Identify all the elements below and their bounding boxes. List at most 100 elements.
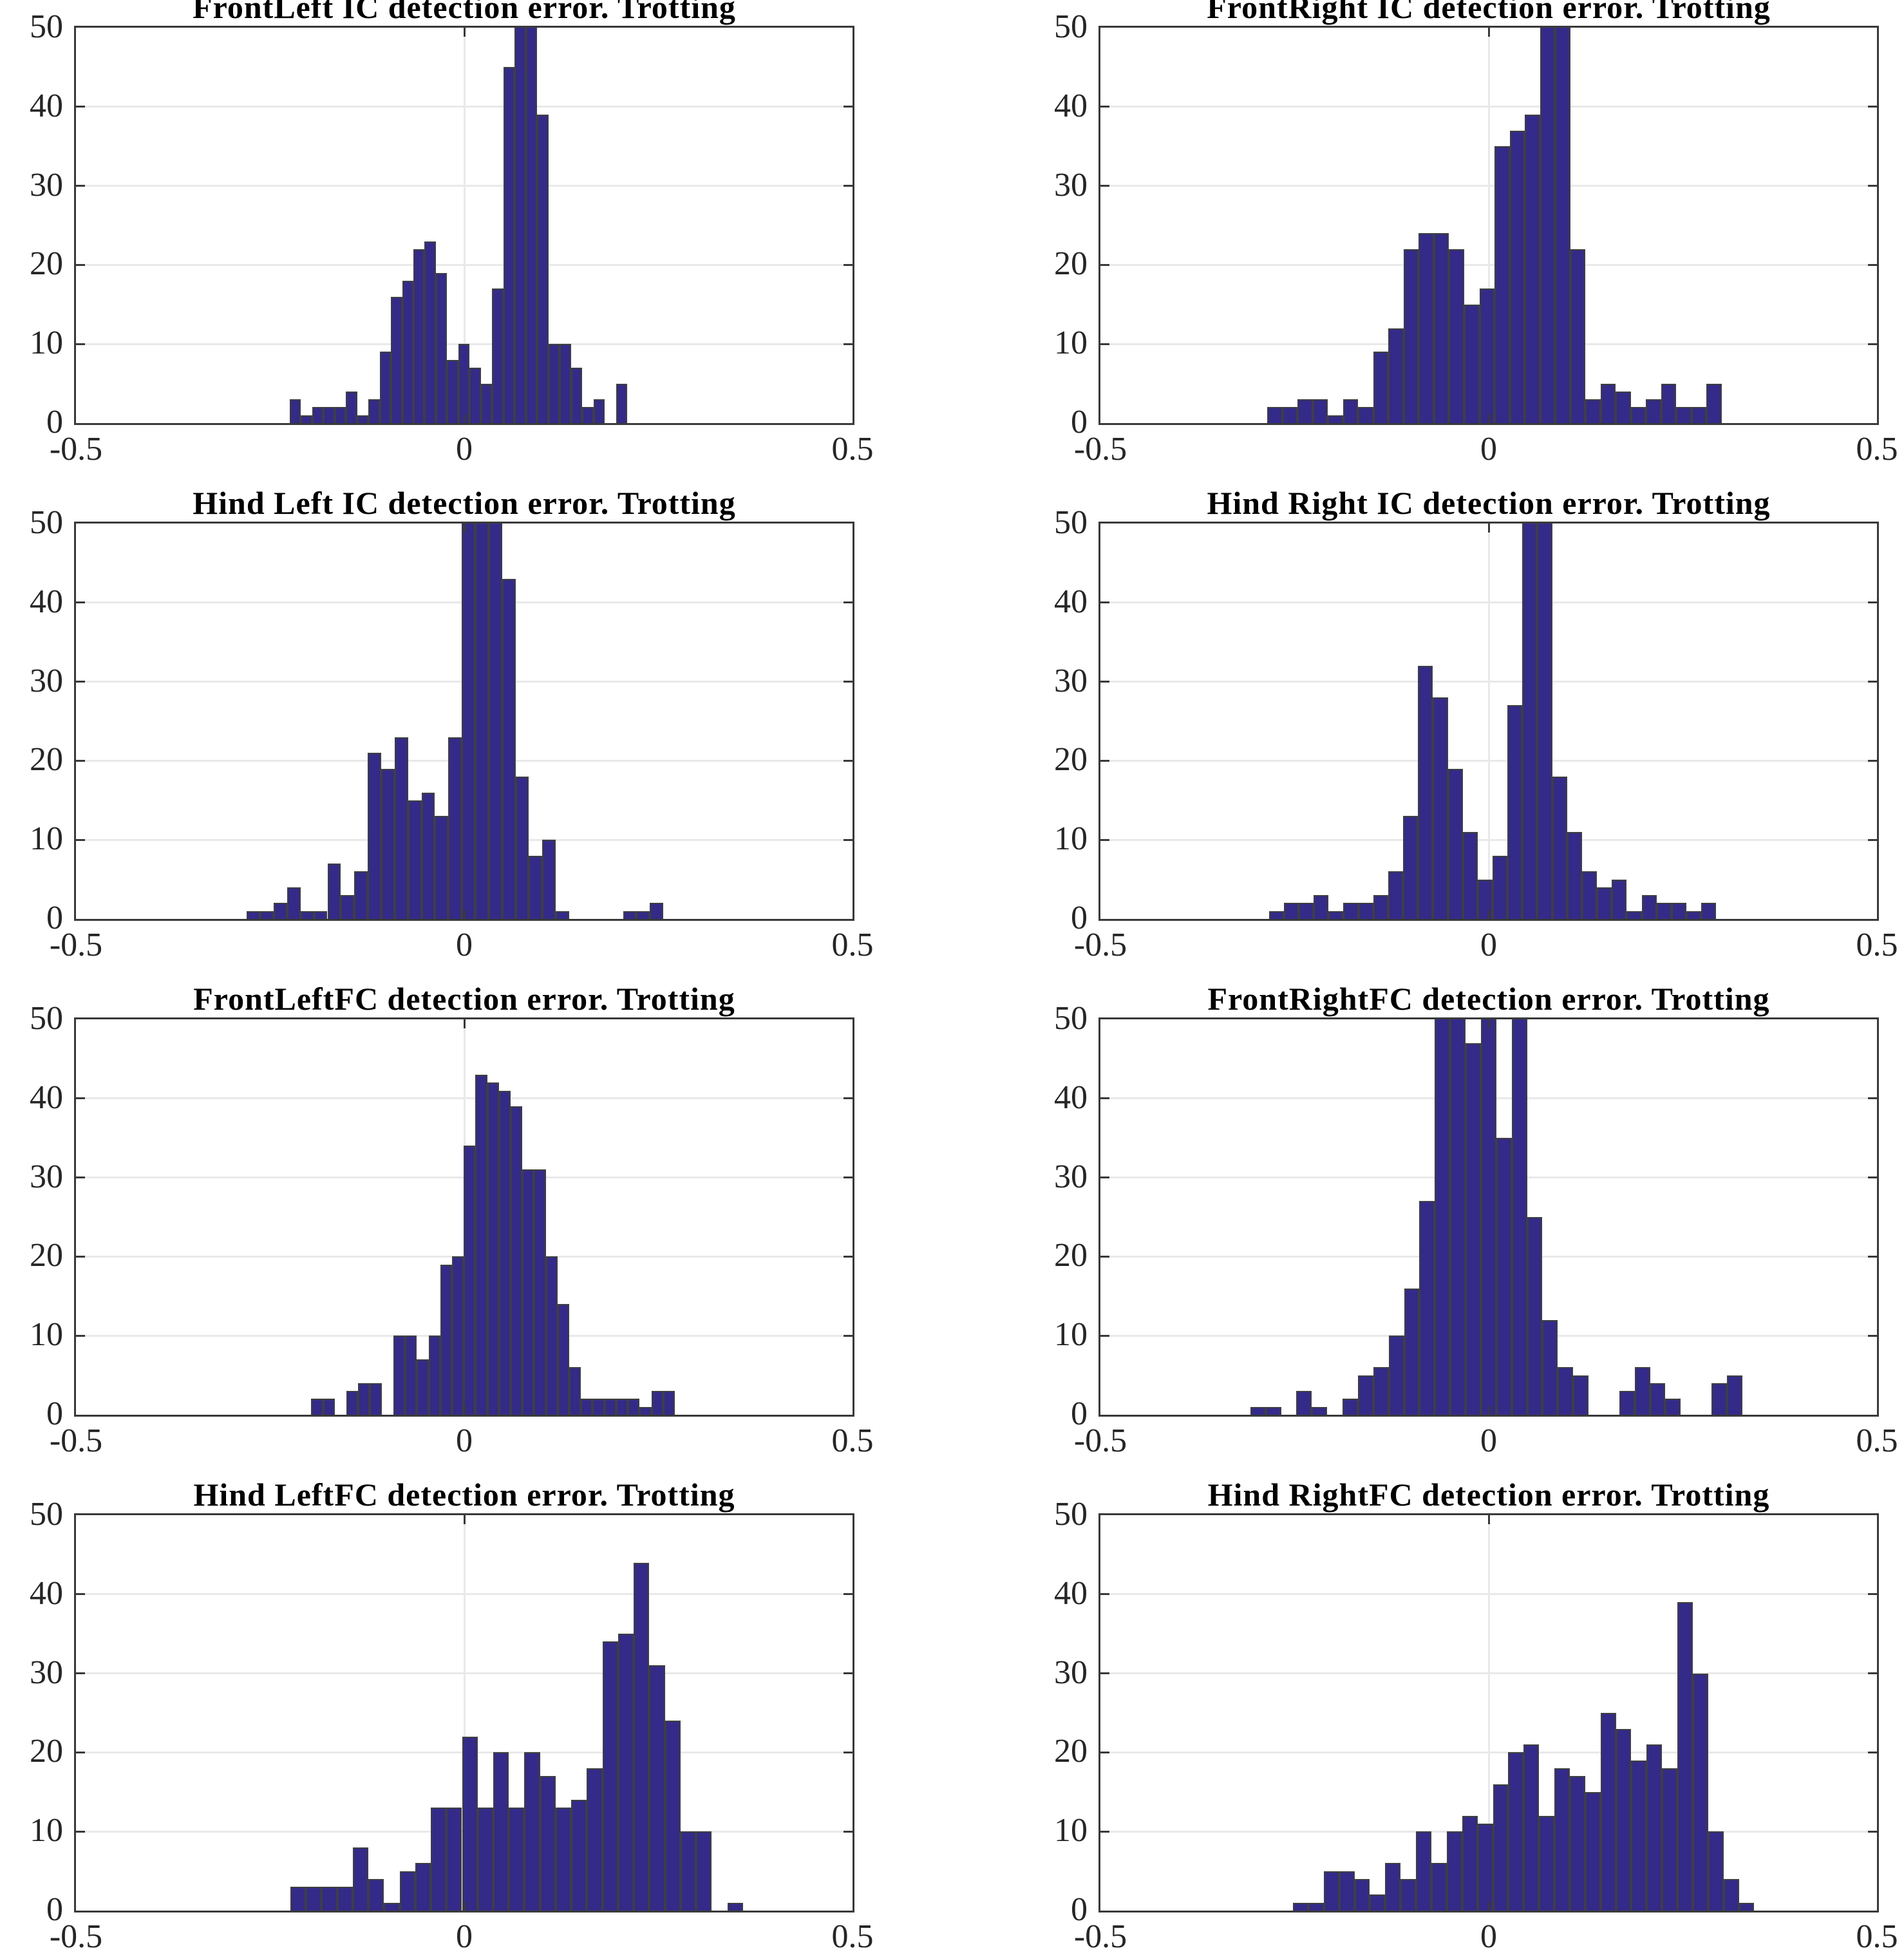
y-tick-label: 20 xyxy=(1054,1237,1088,1274)
histogram-bar xyxy=(636,911,650,919)
histogram-bar xyxy=(1569,1776,1585,1911)
y-tickmark-left xyxy=(76,759,85,762)
histogram-bar xyxy=(408,800,422,919)
histogram-bar xyxy=(1328,415,1343,423)
y-tick-label: 10 xyxy=(30,325,63,362)
y-tickmark-right xyxy=(844,185,853,187)
y-tickmark-right xyxy=(1868,681,1877,683)
x-tickmark-bottom xyxy=(1487,414,1490,423)
y-tick-label: 30 xyxy=(1054,662,1088,699)
histogram-bar xyxy=(1312,399,1328,423)
y-tick-label: 20 xyxy=(1054,245,1088,283)
histogram-bar xyxy=(323,407,335,423)
gridline-x-0 xyxy=(1487,1515,1490,1911)
histogram-bar xyxy=(525,28,538,423)
y-tickmark-left xyxy=(76,601,85,604)
histogram-bar xyxy=(346,1391,359,1415)
y-tick-label: 20 xyxy=(1054,741,1088,779)
y-tickmark-left xyxy=(1100,601,1109,604)
histogram-bar xyxy=(1537,524,1552,919)
histogram-bar xyxy=(413,249,425,423)
histogram-bar xyxy=(639,1406,652,1415)
histogram-bar xyxy=(462,524,475,919)
histogram-bar xyxy=(480,383,493,423)
y-tick-label: 20 xyxy=(30,245,63,283)
y-tick-label: 30 xyxy=(1054,1158,1088,1195)
histogram-bar xyxy=(1665,1399,1681,1415)
y-tick-label: 0 xyxy=(46,1891,63,1928)
histogram-bar xyxy=(1250,1406,1266,1415)
histogram-bar xyxy=(1727,1375,1742,1415)
histogram-bar xyxy=(555,1808,572,1911)
histogram-bar xyxy=(384,1902,400,1911)
y-tick-label: 40 xyxy=(1054,1079,1088,1116)
y-tick-label: 30 xyxy=(1054,1654,1088,1691)
plot-title: FrontRight IC detection error. Trotting xyxy=(1207,0,1771,25)
histogram-bar xyxy=(1555,28,1570,423)
histogram-bar xyxy=(502,578,516,919)
y-tick-label: 40 xyxy=(1054,87,1088,124)
plot-title: Hind LeftFC detection error. Trotting xyxy=(193,1477,735,1513)
histogram-bar xyxy=(651,1391,663,1415)
histogram-bar xyxy=(1373,895,1388,919)
y-tickmark-right xyxy=(844,1751,853,1753)
y-tick-label: 30 xyxy=(1054,166,1088,203)
histogram-bar xyxy=(1540,28,1556,423)
y-tickmark-left xyxy=(1100,263,1109,266)
x-tickmark-bottom xyxy=(1487,1902,1490,1911)
y-tickmark-left xyxy=(76,1176,85,1179)
histogram-bar xyxy=(1447,768,1463,919)
histogram-bar xyxy=(1539,1815,1555,1911)
histogram-bar xyxy=(431,1808,447,1911)
histogram-bar xyxy=(1297,399,1313,423)
y-tickmark-right xyxy=(844,106,853,108)
histogram-bar xyxy=(1373,352,1389,423)
y-tick-label: 10 xyxy=(30,1316,63,1354)
histogram-bar xyxy=(464,1146,476,1415)
histogram-bar xyxy=(602,1641,618,1911)
plot-title: Hind Left IC detection error. Trotting xyxy=(193,485,736,521)
histogram-bar xyxy=(1373,1367,1389,1415)
histogram-bar xyxy=(1339,1871,1355,1911)
histogram-bar xyxy=(260,911,274,919)
y-tickmark-right xyxy=(844,1593,853,1596)
y-tickmark-left xyxy=(1100,1830,1109,1833)
y-tickmark-right xyxy=(844,1830,853,1833)
histogram-bar xyxy=(306,1887,322,1911)
histogram-bar xyxy=(1312,1406,1328,1415)
histogram-bar xyxy=(1616,391,1631,423)
histogram-bar xyxy=(1296,1391,1312,1415)
histogram-bar xyxy=(287,887,301,919)
histogram-bar xyxy=(581,1399,593,1415)
histogram-bar xyxy=(498,1090,511,1415)
histogram-bar xyxy=(1494,146,1510,423)
histogram-bar xyxy=(1370,1894,1386,1911)
histogram-bar xyxy=(451,1256,464,1415)
histogram-bar xyxy=(312,407,324,423)
x-tick-label: 0 xyxy=(1480,927,1497,963)
x-tick-label: 0.5 xyxy=(1856,1918,1898,1955)
histogram-bar xyxy=(1293,1902,1308,1911)
y-tickmark-right xyxy=(844,759,853,762)
histogram-frontleft-fc: FrontLeftFC detection error. Trotting 0 1… xyxy=(30,981,874,1458)
y-tick-label: 0 xyxy=(1071,404,1088,440)
histogram-bar xyxy=(616,383,628,423)
histogram-bar xyxy=(1400,1878,1417,1911)
x-tick-label: 0.5 xyxy=(1856,927,1898,963)
y-tick-label: 30 xyxy=(30,166,63,203)
histogram-bar xyxy=(1343,399,1359,423)
histogram-bar xyxy=(1477,1823,1493,1911)
histogram-bar xyxy=(448,737,462,919)
histogram-bar xyxy=(593,399,605,423)
histogram-bar xyxy=(1691,407,1707,423)
histogram-bar xyxy=(1431,1863,1447,1911)
histogram-bar xyxy=(1358,407,1373,423)
y-tickmark-left xyxy=(1100,1751,1109,1753)
histogram-bar xyxy=(1619,1391,1635,1415)
histogram-bar xyxy=(1354,1878,1370,1911)
gridline-x-0 xyxy=(463,28,466,423)
histogram-bar xyxy=(1552,776,1567,919)
histogram-bar xyxy=(1433,233,1449,423)
histogram-bar xyxy=(1723,1878,1739,1911)
y-tick-label: 40 xyxy=(30,1079,63,1116)
